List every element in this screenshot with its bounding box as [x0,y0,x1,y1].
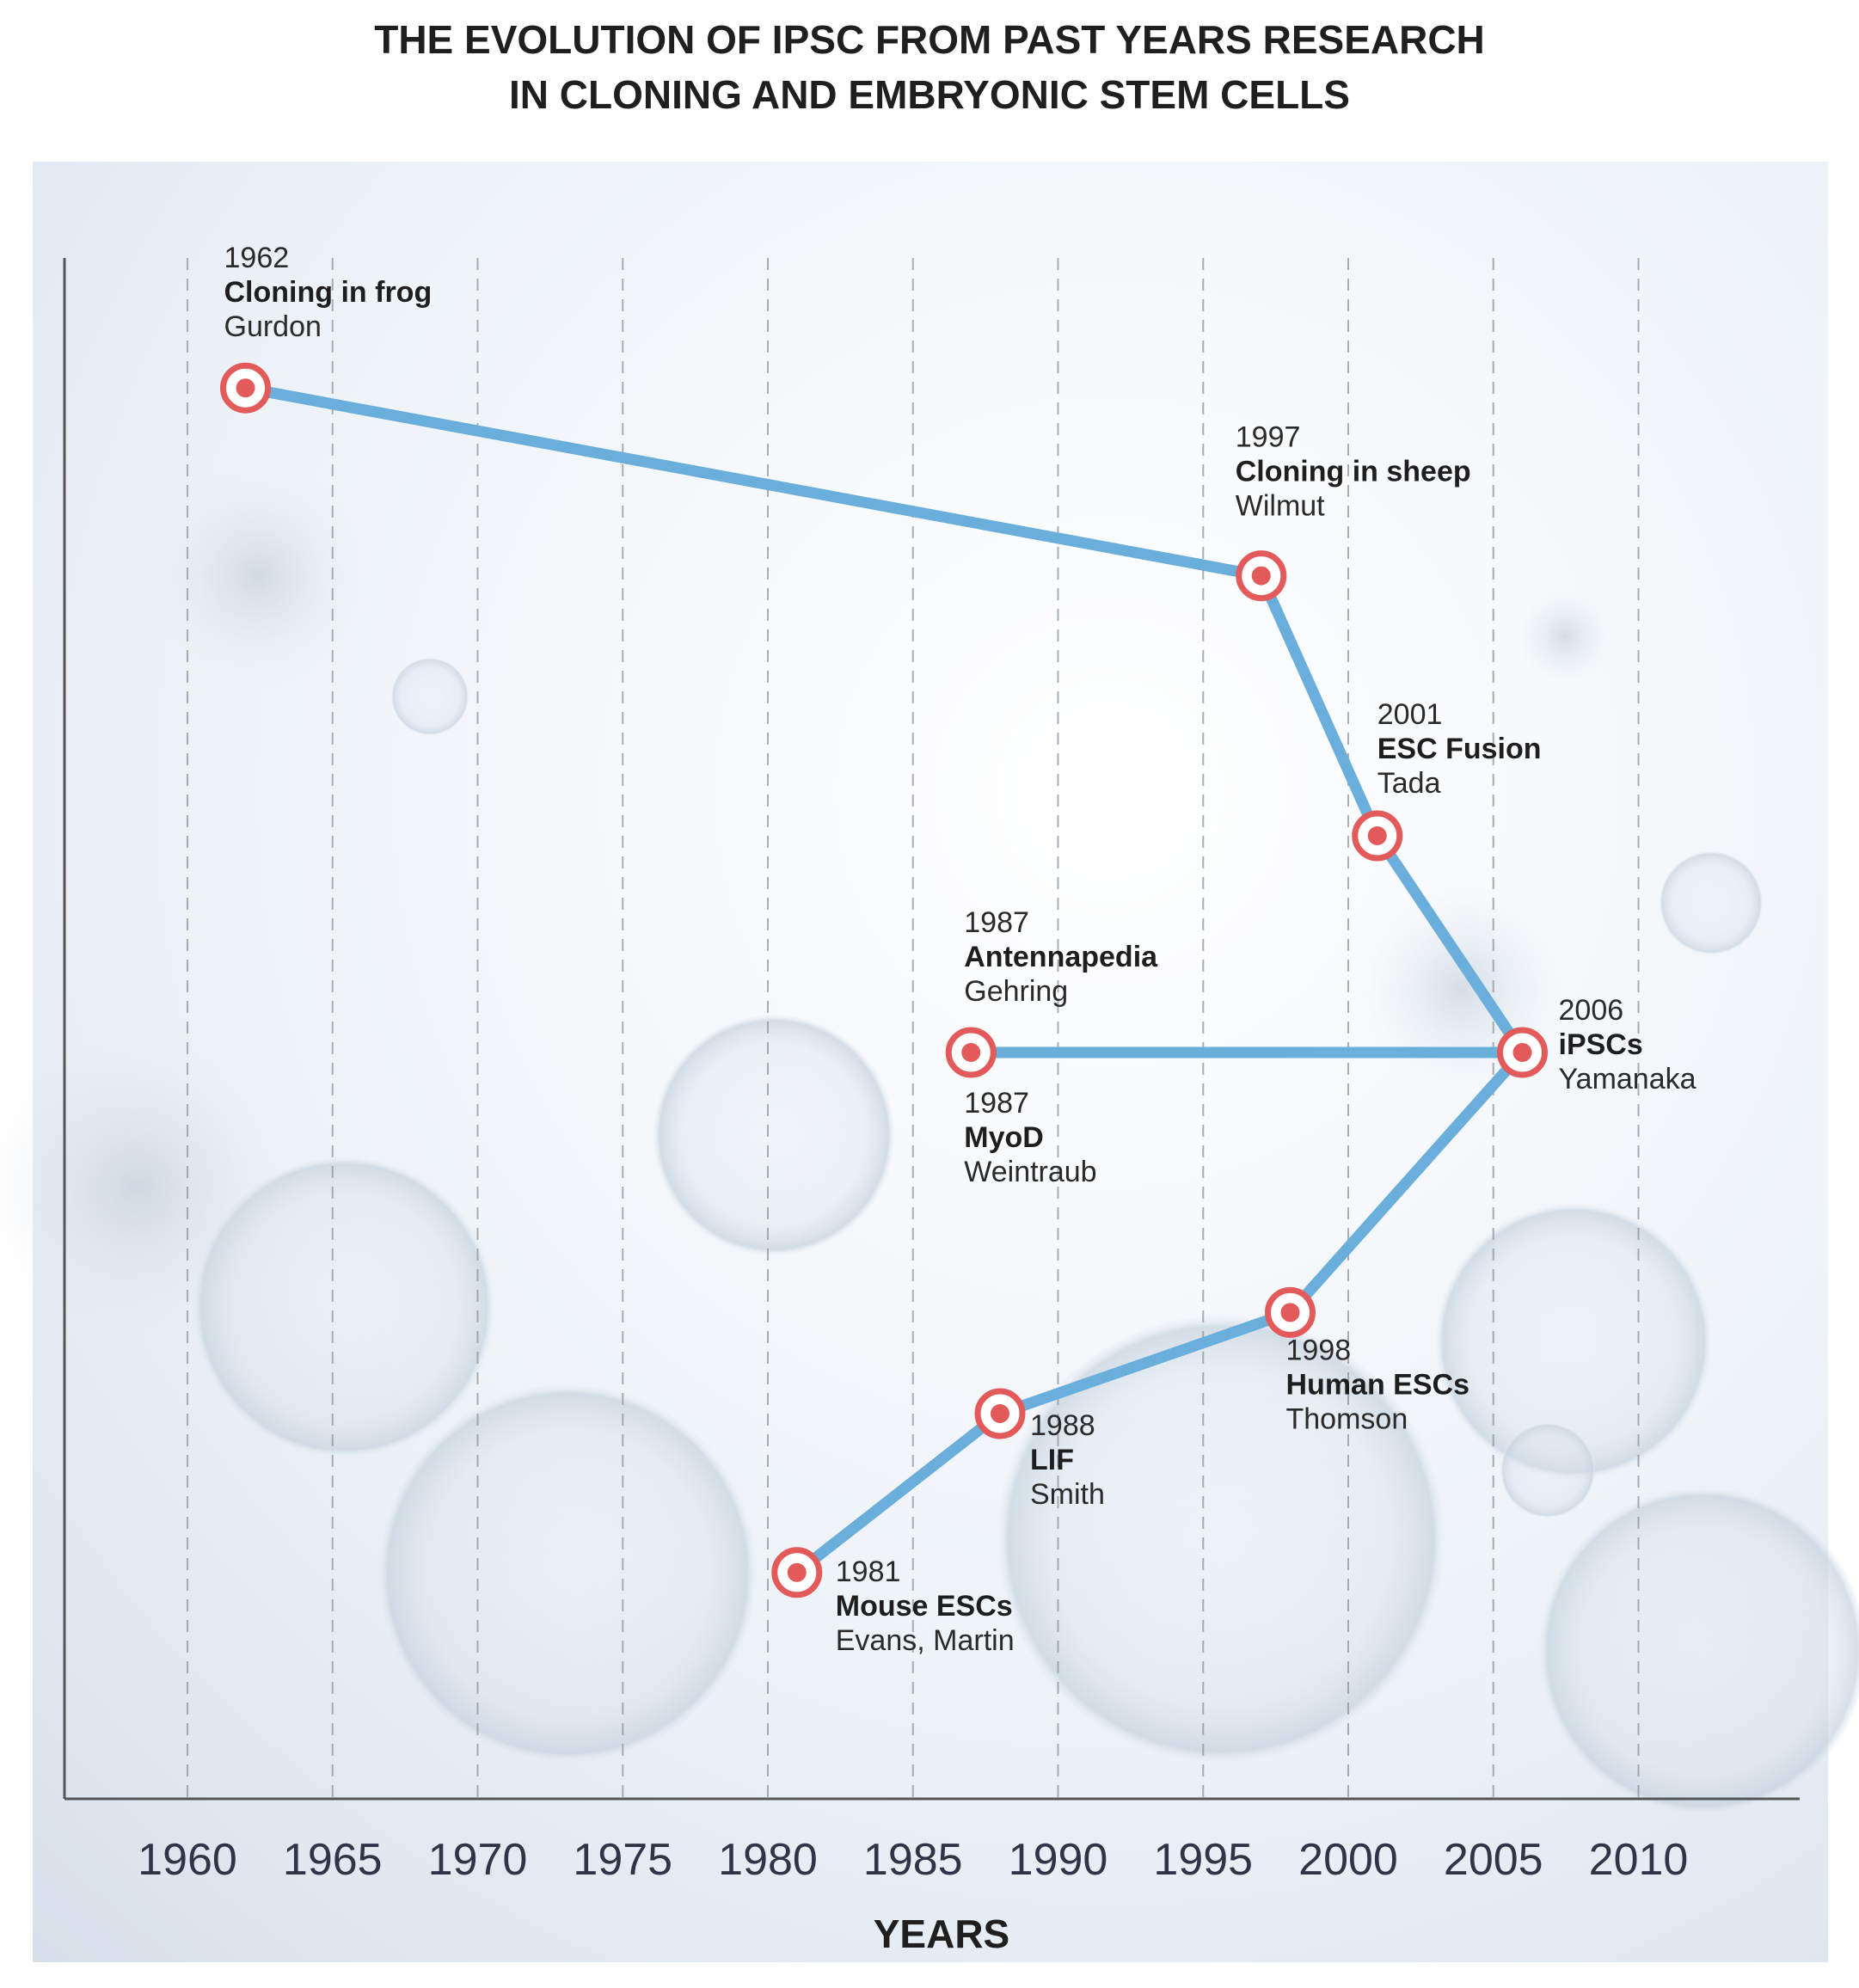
x-tick-1980: 1980 [718,1835,818,1885]
annotation-author: Yamanaka [1559,1063,1696,1095]
timeline-path [240,382,1528,1579]
x-tick-1975: 1975 [573,1835,672,1885]
annotation-year: 1988 [1030,1409,1095,1442]
timeline-markers [220,362,1548,1598]
annotation-year: 2001 [1377,698,1443,731]
annotation-author: Smith [1030,1478,1105,1511]
marker-smith [974,1388,1026,1439]
marker-dot [1512,1043,1532,1062]
vertical-gridlines [187,258,1640,1799]
marker-dot [1251,566,1271,586]
annotation-author: Evans, Martin [836,1624,1015,1657]
marker-thomson [1265,1286,1316,1338]
annotation-year: 2006 [1559,994,1624,1027]
annotation-year: 1987 [964,906,1029,939]
x-tick-2005: 2005 [1444,1835,1543,1885]
marker-dot [1280,1303,1300,1322]
annotation-title: Human ESCs [1286,1368,1470,1401]
marker-dot [787,1562,807,1582]
path-b-segment-smith-evans [791,1408,1006,1579]
path-a-segment-gurdon-wilmut [240,382,1267,582]
annotation-title: Cloning in frog [224,276,433,309]
chart-title: THE EVOLUTION OF IPSC FROM PAST YEARS RE… [0,0,1859,122]
annotation-author: Thomson [1286,1402,1408,1435]
marker-dot [1367,826,1387,845]
annotation-author: Tada [1377,767,1441,800]
x-tick-1960: 1960 [138,1835,237,1885]
marker-tada [1352,810,1403,862]
marker-evans [771,1547,823,1598]
annotation-title: Cloning in sheep [1236,456,1471,488]
marker-dot [991,1404,1009,1423]
marker-wilmut [1236,550,1287,602]
marker-yamanaka [1497,1027,1548,1078]
annotation-author: Gurdon [224,310,322,343]
annotation-year: 1998 [1286,1334,1352,1366]
marker-dot [236,378,255,398]
annotation-title: LIF [1030,1444,1074,1476]
x-tick-labels: 1960 1965 1970 1975 1980 1985 1990 1995 2000 2005… [138,1835,1688,1885]
annotation-author: Weintraub [964,1156,1096,1188]
marker-dot [961,1043,981,1062]
marker-gehring [945,1027,997,1078]
annotation-year: 1997 [1236,421,1301,454]
axes [63,258,1800,1801]
annotation-title: iPSCs [1559,1028,1643,1061]
annotation-year: 1987 [964,1087,1029,1120]
x-tick-1965: 1965 [283,1835,383,1885]
annotation-title: Mouse ESCs [836,1590,1013,1623]
annotation-title: ESC Fusion [1377,733,1542,765]
annotation-author: Gehring [964,975,1068,1008]
chart-title-line-2: IN CLONING AND EMBRYONIC STEM CELLS [509,72,1350,117]
chart-title-line-1: THE EVOLUTION OF IPSC FROM PAST YEARS RE… [374,17,1485,62]
annotation-year: 1981 [836,1555,901,1588]
path-a-segment-wilmut-tada [1255,570,1384,842]
x-tick-2000: 2000 [1298,1835,1398,1885]
path-b-segment-thomson-smith [994,1306,1296,1420]
x-tick-2010: 2010 [1589,1835,1689,1885]
annotation-author: Wilmut [1236,490,1325,523]
background-cells [0,464,1859,1814]
x-tick-1985: 1985 [863,1835,963,1885]
x-tick-1970: 1970 [428,1835,528,1885]
marker-gurdon [220,362,271,414]
annotation-year: 1962 [224,242,290,274]
x-tick-1995: 1995 [1153,1835,1253,1885]
annotation-title: MyoD [964,1121,1044,1154]
x-axis-label: YEARS [874,1911,1009,1956]
x-tick-1990: 1990 [1009,1835,1108,1885]
annotation-title: Antennapedia [964,941,1158,973]
path-b-segment-yamanaka-thomson [1285,1046,1528,1318]
path-a-segment-tada-yamanaka [1371,830,1528,1058]
